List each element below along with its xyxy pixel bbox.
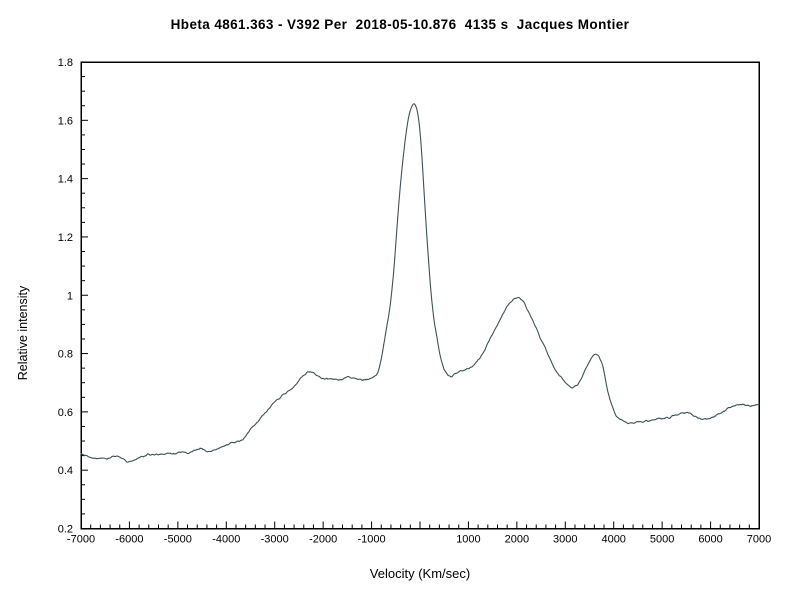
svg-text:-5000: -5000 xyxy=(164,534,192,546)
svg-text:1.4: 1.4 xyxy=(58,174,73,186)
svg-text:-4000: -4000 xyxy=(212,534,240,546)
svg-text:4000: 4000 xyxy=(601,534,625,546)
svg-text:Velocity (Km/sec): Velocity (Km/sec) xyxy=(370,566,470,581)
svg-text:1.8: 1.8 xyxy=(58,57,73,69)
svg-text:0.8: 0.8 xyxy=(58,349,73,361)
svg-text:1.2: 1.2 xyxy=(58,232,73,244)
svg-text:7000: 7000 xyxy=(747,534,771,546)
svg-text:3000: 3000 xyxy=(553,534,577,546)
svg-text:0.2: 0.2 xyxy=(58,524,73,536)
svg-text:Relative intensity: Relative intensity xyxy=(16,285,30,380)
svg-text:-1000: -1000 xyxy=(357,534,385,546)
svg-text:2000: 2000 xyxy=(505,534,529,546)
svg-text:0.6: 0.6 xyxy=(58,407,73,419)
svg-text:0.4: 0.4 xyxy=(58,465,73,477)
svg-text:5000: 5000 xyxy=(650,534,674,546)
svg-text:-6000: -6000 xyxy=(115,534,143,546)
svg-text:-2000: -2000 xyxy=(309,534,337,546)
svg-text:-3000: -3000 xyxy=(261,534,289,546)
svg-text:1: 1 xyxy=(67,290,73,302)
svg-text:1000: 1000 xyxy=(456,534,480,546)
svg-text:1.6: 1.6 xyxy=(58,115,73,127)
svg-text:6000: 6000 xyxy=(698,534,722,546)
